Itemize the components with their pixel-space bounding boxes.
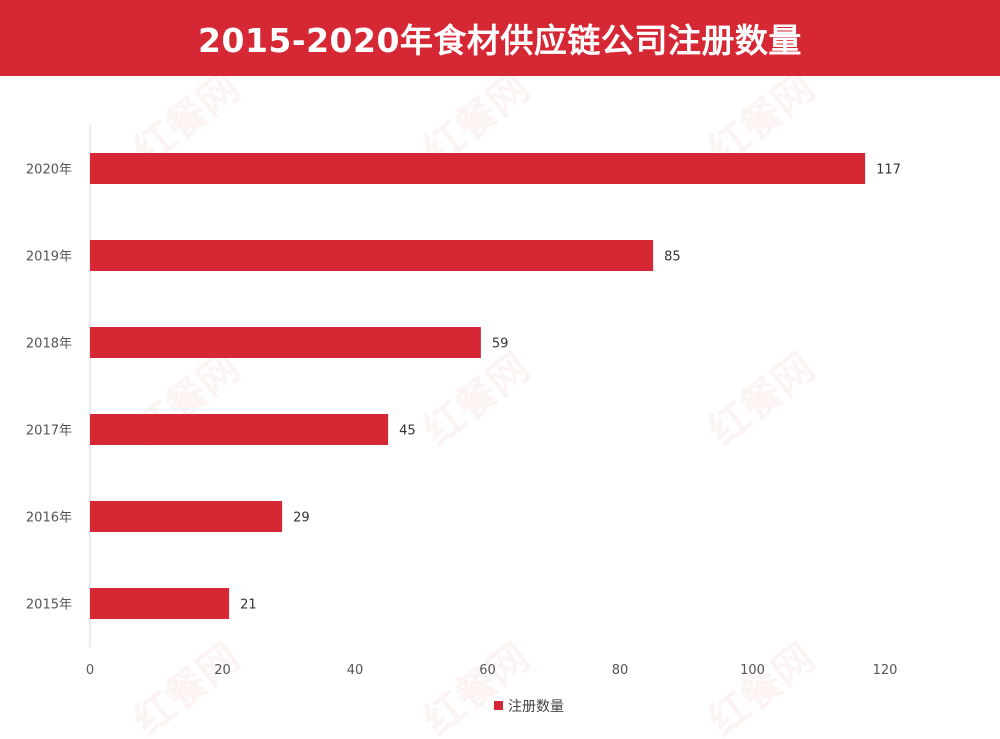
watermark-text: 红餐网 — [701, 635, 824, 739]
title-banner: 2015-2020年食材供应链公司注册数量 — [0, 0, 1000, 76]
y-tick-label: 2016年 — [26, 511, 72, 526]
bars-layer — [90, 153, 866, 619]
data-label: 59 — [492, 337, 509, 352]
data-label: 45 — [399, 424, 416, 439]
data-label: 85 — [664, 250, 681, 265]
x-tick-label: 80 — [612, 663, 629, 678]
x-tick-label: 100 — [740, 663, 765, 678]
y-tick-label: 2019年 — [26, 250, 72, 265]
watermark-text: 红餐网 — [126, 635, 249, 739]
watermark-text: 红餐网 — [701, 345, 824, 455]
watermark-text: 红餐网 — [416, 345, 539, 455]
x-tick-label: 60 — [479, 663, 496, 678]
y-tick-label: 2020年 — [26, 163, 72, 178]
chart-title: 2015-2020年食材供应链公司注册数量 — [198, 21, 802, 60]
x-tick-label: 40 — [347, 663, 364, 678]
data-label: 29 — [293, 511, 310, 526]
y-tick-label: 2015年 — [26, 598, 72, 613]
bar — [90, 327, 481, 358]
bar — [90, 414, 389, 445]
legend-swatch — [494, 701, 503, 710]
watermark-text: 红餐网 — [416, 635, 539, 739]
legend-label: 注册数量 — [508, 699, 564, 715]
bar — [90, 240, 654, 271]
labels-layer: 2020年 117 2019年 85 2018年 59 2017年 45 2016年 29 2015… — [26, 163, 901, 613]
data-label: 21 — [240, 598, 257, 613]
bar — [90, 501, 283, 532]
data-label: 117 — [876, 163, 901, 178]
bar — [90, 153, 866, 184]
legend: 注册数量 — [494, 699, 564, 715]
x-tick-label: 0 — [86, 663, 94, 678]
bar — [90, 588, 230, 619]
y-tick-label: 2018年 — [26, 337, 72, 352]
axis-layer: 0 20 40 60 80 100 120 — [86, 125, 898, 678]
y-tick-label: 2017年 — [26, 424, 72, 439]
x-tick-label: 120 — [873, 663, 898, 678]
x-tick-label: 20 — [214, 663, 231, 678]
